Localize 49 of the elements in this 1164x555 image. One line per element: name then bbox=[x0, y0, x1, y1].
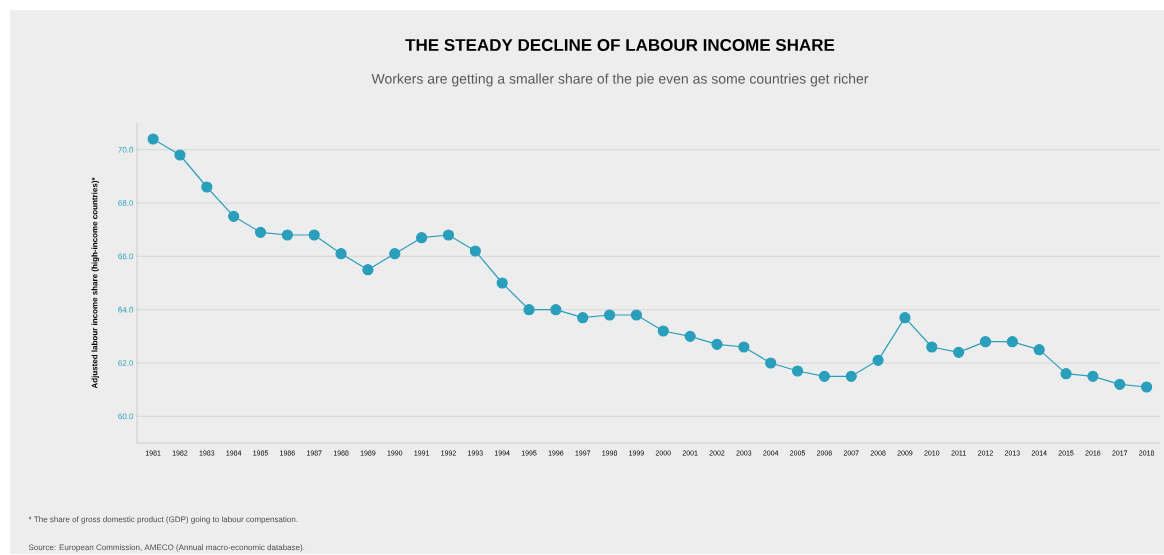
y-tick-label: 68.0 bbox=[118, 200, 134, 206]
point bbox=[953, 346, 965, 358]
point bbox=[147, 133, 159, 145]
chart-title: THE STEADY DECLINE OF LABOUR INCOME SHARE bbox=[405, 38, 835, 51]
point bbox=[523, 304, 535, 316]
point bbox=[684, 330, 696, 342]
point bbox=[1141, 381, 1153, 393]
y-tick-label: 64.0 bbox=[118, 306, 134, 313]
point bbox=[201, 181, 213, 193]
point bbox=[389, 248, 401, 260]
point bbox=[657, 325, 669, 337]
point bbox=[228, 210, 240, 222]
point bbox=[603, 309, 616, 321]
point bbox=[442, 229, 455, 241]
point bbox=[765, 357, 777, 369]
point bbox=[335, 248, 347, 260]
point bbox=[416, 232, 428, 244]
point bbox=[1087, 370, 1099, 382]
point bbox=[469, 245, 481, 257]
point bbox=[979, 336, 992, 348]
y-axis-title: Adjusted labour income share (high-income countries)* bbox=[91, 177, 100, 389]
point bbox=[550, 304, 562, 316]
y-tick-label: 66.0 bbox=[118, 253, 134, 260]
point bbox=[362, 264, 374, 276]
point bbox=[1060, 368, 1072, 380]
y-tick-label: 62.0 bbox=[118, 360, 134, 366]
point bbox=[496, 277, 508, 289]
point bbox=[281, 229, 293, 241]
source-note: Source: European Commission, AMECO (Annual macro-economic database). bbox=[28, 544, 305, 552]
point bbox=[899, 312, 911, 324]
y-tick-label: 60.0 bbox=[118, 413, 134, 420]
point bbox=[1006, 336, 1018, 348]
point bbox=[711, 338, 723, 350]
point bbox=[1033, 344, 1045, 356]
text: * The share of gross domestic product (GDP) going to labour compensation. bbox=[28, 516, 298, 524]
y-tick-label: 70.0 bbox=[118, 146, 134, 153]
point bbox=[926, 341, 938, 353]
point bbox=[174, 149, 186, 161]
point bbox=[818, 370, 830, 382]
point bbox=[254, 226, 267, 238]
chart-subtitle: Workers are getting a smaller share of the pie even as some countries get richer bbox=[371, 73, 869, 87]
point bbox=[872, 354, 884, 366]
point bbox=[845, 370, 857, 382]
point bbox=[738, 341, 750, 353]
point bbox=[1114, 378, 1126, 390]
point bbox=[308, 229, 320, 241]
point bbox=[630, 309, 643, 321]
point bbox=[791, 365, 804, 377]
point bbox=[577, 312, 589, 324]
